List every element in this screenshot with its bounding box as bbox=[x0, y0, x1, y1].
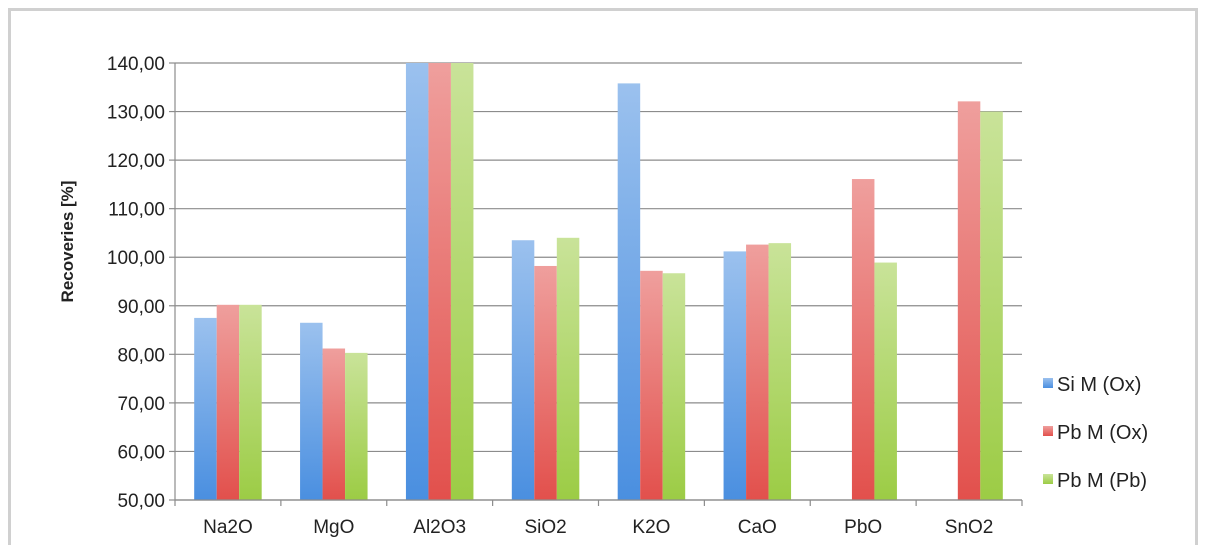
bar-CaO-2 bbox=[768, 243, 792, 500]
bar-Al2O3-2 bbox=[450, 63, 474, 500]
bar-MgO-2 bbox=[345, 352, 368, 500]
bar-K2O-2 bbox=[662, 273, 686, 500]
legend-swatch bbox=[1043, 426, 1053, 436]
bar-SiO2-1 bbox=[534, 265, 557, 500]
bar-Na2O-2 bbox=[239, 304, 262, 500]
bars bbox=[194, 63, 1003, 501]
bar-Al2O3-0 bbox=[405, 63, 429, 500]
y-tick-label: 140,00 bbox=[107, 54, 165, 75]
y-tick-label: 60,00 bbox=[117, 442, 165, 463]
bar-Al2O3-1 bbox=[428, 63, 451, 500]
y-tick-label: 110,00 bbox=[108, 200, 165, 221]
bar-CaO-0 bbox=[723, 251, 747, 500]
axes: 50,00 60,00 70,00 80,00 90,00 100,00 110,00 120… bbox=[107, 54, 1023, 538]
x-tick-label: K2O bbox=[632, 517, 670, 538]
bar-PbO-2 bbox=[874, 262, 897, 500]
x-tick-label: Al2O3 bbox=[413, 517, 466, 538]
x-tick-label: SiO2 bbox=[524, 517, 566, 538]
x-tick-label: MgO bbox=[313, 517, 354, 538]
bar-SnO2-1 bbox=[957, 101, 981, 500]
bar-SiO2-2 bbox=[556, 237, 580, 501]
bar-SiO2-0 bbox=[511, 240, 535, 500]
y-tick-label: 120,00 bbox=[107, 151, 165, 172]
bar-MgO-0 bbox=[300, 322, 323, 500]
bar-CaO-1 bbox=[746, 244, 769, 500]
bar-SnO2-2 bbox=[980, 111, 1003, 501]
legend-label: Pb M (Ox) bbox=[1057, 422, 1148, 444]
x-tick-label: PbO bbox=[844, 517, 882, 538]
y-tick-label: 130,00 bbox=[107, 103, 165, 124]
bar-Na2O-0 bbox=[194, 317, 217, 500]
y-tick-label: 50,00 bbox=[117, 491, 165, 512]
bar-Na2O-1 bbox=[216, 304, 240, 500]
bar-K2O-1 bbox=[640, 270, 663, 500]
legend-label: Si M (Ox) bbox=[1057, 374, 1141, 396]
x-tick-label: CaO bbox=[738, 517, 777, 538]
x-tick-label: SnO2 bbox=[945, 517, 994, 538]
bar-chart: 50,00 60,00 70,00 80,00 90,00 100,00 110,00 120… bbox=[58, 54, 1148, 538]
y-axis-title: Recoveries [%] bbox=[58, 181, 77, 303]
chart-frame: 50,00 60,00 70,00 80,00 90,00 100,00 110,00 120… bbox=[8, 8, 1198, 545]
y-tick-label: 100,00 bbox=[107, 248, 165, 269]
y-tick-label: 90,00 bbox=[117, 297, 165, 318]
x-tick-label: Na2O bbox=[203, 517, 253, 538]
bar-MgO-1 bbox=[322, 348, 346, 500]
legend: Si M (Ox) Pb M (Ox) Pb M (Pb) bbox=[1043, 374, 1148, 492]
bar-K2O-0 bbox=[617, 83, 641, 500]
bar-PbO-1 bbox=[851, 179, 875, 500]
y-tick-label: 70,00 bbox=[117, 394, 165, 415]
y-tick-label: 80,00 bbox=[117, 345, 165, 366]
legend-label: Pb M (Pb) bbox=[1057, 470, 1147, 492]
legend-swatch bbox=[1043, 378, 1053, 388]
legend-swatch bbox=[1043, 474, 1053, 484]
